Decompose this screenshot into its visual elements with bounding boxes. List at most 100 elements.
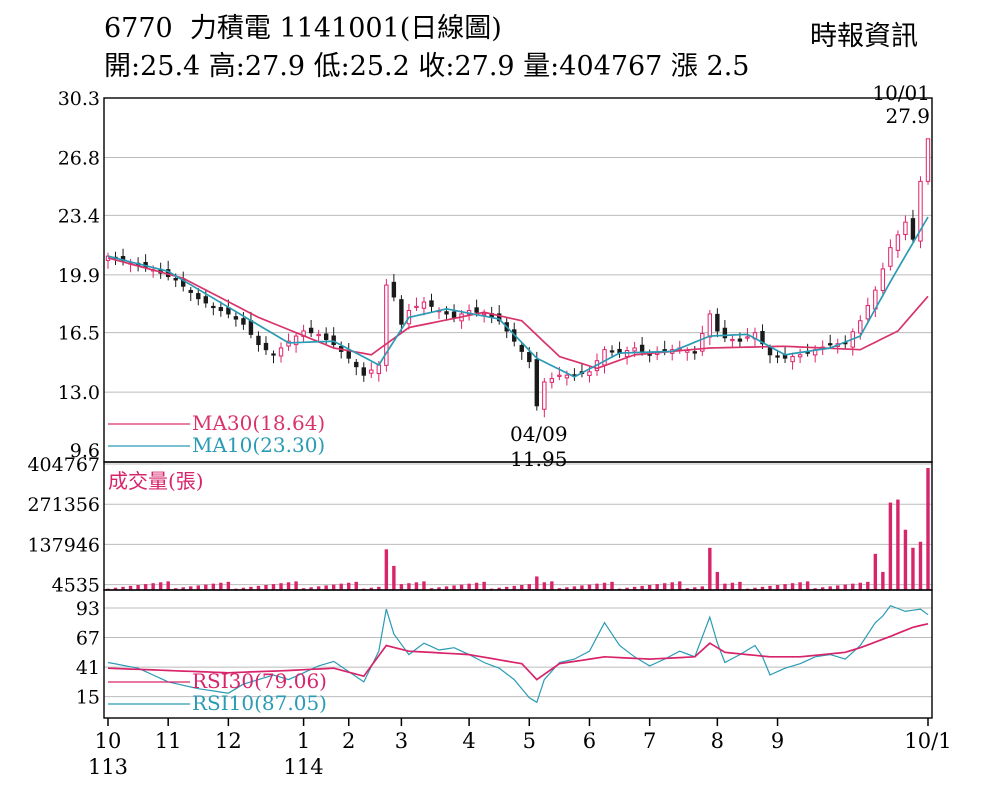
- volume-bar: [384, 549, 389, 590]
- low-annotation-date: 04/09: [510, 422, 568, 446]
- rsi-tick-label: 41: [76, 657, 100, 679]
- volume-bar: [798, 582, 802, 590]
- volume-bar: [873, 553, 878, 590]
- ma-legend-label: MA10(23.30): [192, 433, 325, 457]
- candle-body: [278, 347, 284, 357]
- candle-body: [316, 333, 321, 337]
- candle-body: [865, 304, 871, 320]
- rsi30-line: [107, 622, 929, 681]
- volume-bar: [121, 586, 125, 590]
- volume-bar: [843, 584, 847, 590]
- panel-border: [103, 589, 933, 719]
- volume-bar: [392, 565, 396, 590]
- volume-bar: [828, 586, 832, 590]
- candle-body: [730, 338, 735, 342]
- x-tick-label: 1: [297, 729, 310, 753]
- price-tick-label: 9.6: [70, 440, 100, 462]
- volume-bar: [700, 586, 705, 590]
- volume-bar: [903, 529, 908, 590]
- volume-bar: [730, 582, 735, 590]
- grid-lines: [104, 97, 932, 726]
- volume-bar: [264, 585, 268, 590]
- volume-bar: [256, 585, 261, 590]
- price-tick-label: 13.0: [58, 382, 100, 404]
- x-tick-label: 5: [523, 729, 536, 753]
- candle-body: [331, 335, 336, 346]
- candle-body: [587, 371, 592, 376]
- price-tick-label: 26.8: [58, 148, 100, 170]
- rsi-tick-label: 93: [76, 598, 100, 620]
- candle-body: [534, 359, 540, 407]
- candle-body: [429, 300, 434, 307]
- volume-bar: [678, 581, 682, 590]
- volume-bar: [422, 581, 426, 590]
- candle-body: [602, 349, 607, 366]
- candle-body: [895, 234, 901, 251]
- volume-bar: [813, 588, 817, 590]
- candle-body: [421, 301, 427, 309]
- candle-body: [218, 307, 224, 312]
- candle-body: [474, 307, 479, 313]
- volume-bar: [918, 541, 923, 590]
- volume-bar: [805, 581, 810, 590]
- x-tick-label: 3: [395, 729, 408, 753]
- chart-date: 1141001(日線圖): [279, 13, 502, 44]
- candle-body: [880, 268, 886, 292]
- candle-body: [271, 353, 276, 356]
- x-tick-label: 10/1: [904, 729, 951, 753]
- volume-bar: [587, 584, 592, 590]
- volume-bar: [670, 582, 674, 590]
- candle-body: [549, 378, 555, 383]
- high-annotation-value: 27.9: [885, 104, 930, 128]
- x-tick-label: 2: [342, 729, 355, 753]
- price-tick-label: 16.5: [58, 323, 100, 345]
- volume-bar: [347, 582, 351, 590]
- volume-bar: [113, 587, 118, 590]
- candle-body: [564, 374, 570, 379]
- volume-bar: [437, 587, 441, 590]
- volume-bar: [565, 587, 569, 590]
- x-tick-year-label: 113: [88, 755, 128, 779]
- volume-bar: [625, 587, 629, 590]
- volume-bar: [723, 583, 727, 590]
- volume-bar: [640, 585, 644, 590]
- volume-bar: [189, 586, 193, 590]
- volume-bar: [550, 581, 554, 590]
- high-annotation-date: 10/01: [872, 81, 930, 105]
- low-annotation-value: 11.95: [510, 447, 567, 471]
- candle-body: [609, 350, 615, 353]
- volume-bar: [294, 581, 298, 590]
- candle-body: [241, 318, 246, 325]
- volume-bar: [896, 499, 900, 590]
- candle-body: [248, 320, 254, 335]
- volume-bar: [286, 582, 291, 590]
- candle-body: [293, 335, 299, 346]
- price-tick-label: 23.4: [58, 205, 100, 227]
- volume-bar: [647, 585, 652, 590]
- candle-body: [767, 347, 773, 356]
- volume-bar: [151, 583, 155, 590]
- volume-bar: [482, 581, 486, 590]
- volume-bar: [219, 582, 223, 590]
- x-tick-label: 12: [215, 729, 242, 753]
- candle-body: [444, 311, 449, 315]
- volume-bar: [775, 585, 780, 590]
- volume-bar: [339, 583, 343, 590]
- candle-body: [925, 138, 931, 182]
- volume-bar: [211, 583, 216, 590]
- candle-body: [188, 289, 193, 293]
- volume-bar: [226, 581, 231, 590]
- volume-bar: [136, 585, 140, 590]
- x-tick-label: 11: [155, 729, 182, 753]
- volume-bar: [309, 587, 313, 590]
- candle-body: [557, 374, 562, 377]
- volume-bar: [715, 571, 720, 590]
- candle-body: [775, 355, 780, 358]
- volume-bar: [866, 581, 870, 590]
- volume-bar: [377, 586, 381, 590]
- panel-border: [103, 461, 933, 591]
- volume-bar: [738, 581, 742, 590]
- panel-border: [103, 97, 933, 463]
- volume-bar: [249, 586, 253, 590]
- candle-body: [707, 313, 713, 338]
